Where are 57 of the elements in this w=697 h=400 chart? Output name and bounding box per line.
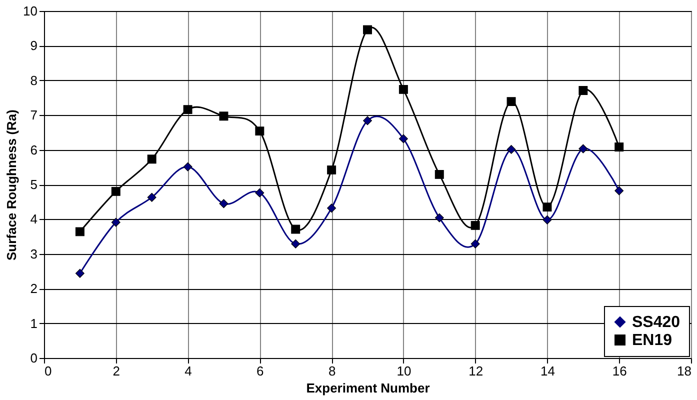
y-tick-label: 6 bbox=[30, 142, 38, 158]
y-tick-label: 3 bbox=[30, 246, 38, 262]
point bbox=[398, 84, 408, 94]
point bbox=[219, 112, 228, 121]
point bbox=[219, 199, 228, 208]
x-tick-label: 6 bbox=[256, 364, 264, 378]
x-tick-label: 8 bbox=[328, 364, 336, 378]
x-tick-label: 4 bbox=[184, 364, 192, 378]
point bbox=[183, 105, 192, 114]
point bbox=[291, 224, 300, 234]
point bbox=[111, 218, 120, 227]
legend-label: EN19 bbox=[632, 332, 672, 349]
point bbox=[398, 134, 408, 144]
legend-label: SS420 bbox=[632, 314, 680, 331]
point bbox=[470, 220, 480, 230]
y-tick-label: 10 bbox=[23, 4, 38, 18]
point bbox=[434, 213, 444, 222]
x-axis-title: Experiment Number bbox=[306, 380, 430, 396]
y-tick-label: 5 bbox=[30, 177, 38, 192]
x-tick-label: 10 bbox=[396, 364, 412, 378]
point bbox=[75, 268, 84, 278]
point bbox=[111, 186, 120, 196]
point bbox=[506, 144, 516, 154]
point bbox=[614, 186, 624, 196]
point bbox=[470, 239, 480, 248]
x-tick-label: 14 bbox=[540, 364, 555, 378]
y-axis-title: Surface Roughness (Ra) bbox=[4, 110, 20, 260]
point bbox=[291, 239, 300, 248]
point bbox=[614, 142, 624, 152]
point bbox=[327, 165, 336, 174]
point bbox=[147, 192, 156, 202]
y-tick-label: 9 bbox=[30, 38, 38, 54]
point bbox=[578, 86, 588, 95]
y-tick-label: 0 bbox=[30, 350, 38, 366]
point bbox=[434, 170, 444, 179]
y-tick-label: 7 bbox=[30, 108, 38, 123]
y-tick-label: 4 bbox=[30, 212, 38, 227]
point bbox=[363, 116, 372, 126]
y-tick-label: 1 bbox=[30, 316, 38, 331]
x-tick-label: 12 bbox=[468, 364, 484, 378]
point bbox=[255, 188, 264, 198]
point bbox=[542, 215, 552, 224]
point bbox=[363, 25, 372, 34]
point bbox=[327, 204, 336, 213]
point bbox=[255, 126, 264, 136]
y-tick-label: 8 bbox=[30, 72, 38, 88]
y-tick-label: 2 bbox=[30, 281, 38, 296]
point bbox=[75, 227, 84, 236]
x-tick-label: 0 bbox=[44, 364, 52, 378]
x-tick-label: 2 bbox=[112, 364, 120, 378]
point bbox=[578, 144, 588, 154]
point bbox=[183, 162, 192, 172]
x-tick-label: 18 bbox=[677, 364, 692, 378]
x-tick-label: 16 bbox=[612, 364, 627, 378]
point bbox=[542, 202, 552, 212]
point bbox=[147, 154, 156, 164]
point bbox=[506, 97, 516, 106]
